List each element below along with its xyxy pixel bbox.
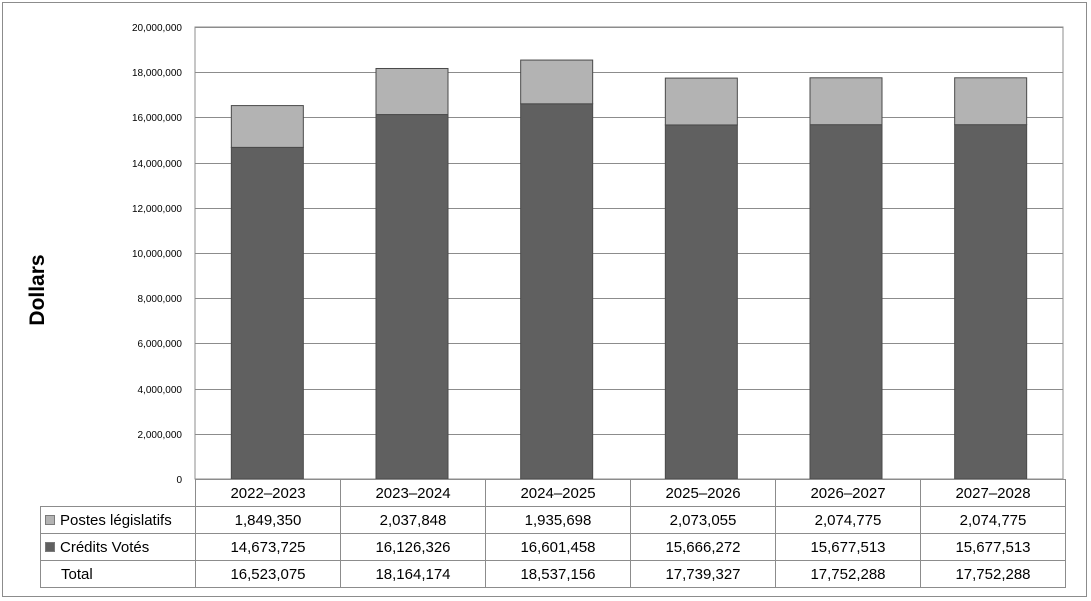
- series-label: Total: [40, 560, 196, 588]
- bar-credits-votes: [520, 103, 594, 480]
- bar-postes-legislatifs: [809, 77, 883, 126]
- series-name: Postes législatifs: [60, 511, 172, 529]
- table-cell: 18,537,156: [485, 560, 631, 588]
- total-label: Total: [61, 565, 93, 583]
- y-tick-label: 4,000,000: [138, 385, 183, 396]
- table-cell: 16,601,458: [485, 533, 631, 561]
- y-tick-label: 16,000,000: [132, 113, 182, 124]
- table-cell: 18,164,174: [340, 560, 486, 588]
- table-cell: 16,523,075: [195, 560, 341, 588]
- category-header: 2025–2026: [630, 479, 776, 507]
- table-corner: [40, 479, 196, 507]
- category-header: 2026–2027: [775, 479, 921, 507]
- bar-postes-legislatifs: [954, 77, 1028, 126]
- table-header-row: 2022–2023 2023–2024 2024–2025 2025–2026 …: [40, 479, 1066, 507]
- table-cell: 1,849,350: [195, 506, 341, 534]
- table-cell: 14,673,725: [195, 533, 341, 561]
- y-tick-label: 2,000,000: [138, 430, 183, 441]
- table-cell: 2,037,848: [340, 506, 486, 534]
- bar-postes-legislatifs: [664, 77, 738, 126]
- table-cell: 2,073,055: [630, 506, 776, 534]
- category-header: 2027–2028: [920, 479, 1066, 507]
- y-tick-label: 18,000,000: [132, 68, 182, 79]
- bar-credits-votes: [230, 146, 304, 480]
- category-header: 2023–2024: [340, 479, 486, 507]
- table-cell: 17,739,327: [630, 560, 776, 588]
- table-cell: 17,752,288: [920, 560, 1066, 588]
- bar-credits-votes: [954, 124, 1028, 480]
- table-cell: 15,677,513: [920, 533, 1066, 561]
- bar-postes-legislatifs: [230, 105, 304, 148]
- y-tick-label: 12,000,000: [132, 204, 182, 215]
- table-cell: 17,752,288: [775, 560, 921, 588]
- category-header: 2024–2025: [485, 479, 631, 507]
- legend-key-credits-votes: [45, 541, 55, 552]
- table-row-postes-legislatifs: Postes législatifs 1,849,350 2,037,848 1…: [40, 506, 1066, 534]
- table-cell: 2,074,775: [775, 506, 921, 534]
- legend-key-postes-legislatifs: [45, 514, 55, 525]
- table-cell: 1,935,698: [485, 506, 631, 534]
- bar-postes-legislatifs: [520, 59, 594, 105]
- table-row-total: Total 16,523,075 18,164,174 18,537,156 1…: [40, 560, 1066, 588]
- table-cell: 15,677,513: [775, 533, 921, 561]
- y-tick-label: 14,000,000: [132, 159, 182, 170]
- table-cell: 2,074,775: [920, 506, 1066, 534]
- bar-credits-votes: [664, 124, 738, 480]
- series-label: Crédits Votés: [40, 533, 196, 561]
- table-row-credits-votes: Crédits Votés 14,673,725 16,126,326 16,6…: [40, 533, 1066, 561]
- y-tick-label: 6,000,000: [138, 339, 183, 350]
- bar-credits-votes: [809, 124, 883, 480]
- y-tick-label: 10,000,000: [132, 249, 182, 260]
- bar-credits-votes: [375, 114, 449, 480]
- data-table: 2022–2023 2023–2024 2024–2025 2025–2026 …: [40, 479, 1066, 588]
- category-header: 2022–2023: [195, 479, 341, 507]
- series-label: Postes législatifs: [40, 506, 196, 534]
- table-cell: 15,666,272: [630, 533, 776, 561]
- series-name: Crédits Votés: [60, 538, 150, 556]
- y-tick-label: 8,000,000: [138, 294, 183, 305]
- table-cell: 16,126,326: [340, 533, 486, 561]
- y-tick-label: 20,000,000: [132, 23, 182, 34]
- bar-postes-legislatifs: [375, 67, 449, 116]
- y-axis-label: Dollars: [26, 254, 49, 326]
